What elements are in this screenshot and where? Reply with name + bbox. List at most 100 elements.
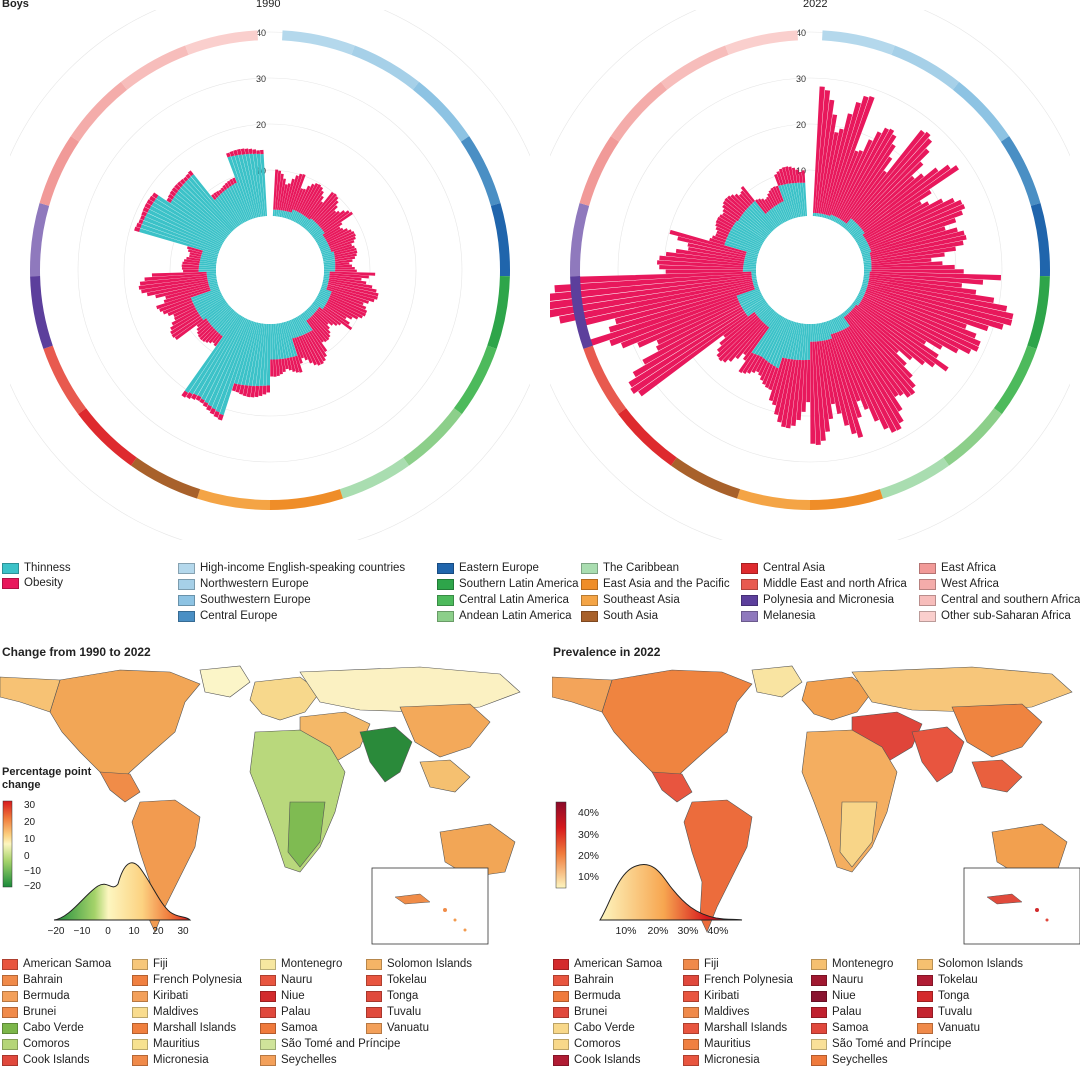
legend-item-region: Melanesia bbox=[741, 610, 815, 622]
bar-obesity bbox=[331, 291, 364, 306]
world-map-change bbox=[0, 662, 528, 958]
bar-obesity bbox=[329, 295, 368, 314]
bar-obesity bbox=[144, 202, 152, 210]
map-title-prevalence: Prevalence in 2022 bbox=[553, 645, 661, 659]
bar-thinness bbox=[316, 296, 327, 305]
bar-obesity bbox=[246, 385, 252, 398]
bar-obesity bbox=[300, 335, 318, 366]
bar-thinness bbox=[321, 286, 327, 290]
legend-item-region: The Caribbean bbox=[581, 562, 679, 574]
bar-thinness bbox=[305, 309, 312, 318]
country-legend-item: Cook Islands bbox=[2, 1054, 89, 1066]
bar-obesity bbox=[314, 311, 329, 325]
country-swatch bbox=[132, 1054, 148, 1066]
bar-thinness bbox=[213, 308, 234, 330]
bar-obesity bbox=[272, 359, 277, 377]
bar-obesity bbox=[848, 325, 899, 398]
country-swatch bbox=[260, 990, 276, 1002]
legend-item-region: East Africa bbox=[919, 562, 996, 574]
bar-thinness bbox=[147, 209, 222, 248]
bar-thinness bbox=[209, 284, 219, 289]
bar-thinness bbox=[796, 323, 804, 361]
bar-obesity bbox=[186, 246, 203, 253]
bar-thinness bbox=[189, 315, 242, 395]
country-legend-item: Micronesia bbox=[132, 1054, 209, 1066]
change-axis-tick: 10 bbox=[128, 926, 140, 937]
bar-obesity bbox=[608, 285, 755, 333]
bar-obesity bbox=[335, 262, 350, 266]
region-ring-segment bbox=[1030, 203, 1050, 277]
country-swatch bbox=[366, 958, 382, 970]
bar-thinness bbox=[817, 213, 820, 217]
bar-obesity bbox=[174, 184, 181, 191]
bar-thinness bbox=[227, 156, 253, 220]
bar-thinness bbox=[780, 184, 794, 219]
country-legend-item: Bermuda bbox=[553, 990, 621, 1002]
bar-obesity bbox=[171, 187, 179, 194]
legend-label: Central Latin America bbox=[459, 594, 569, 606]
bar-thinness bbox=[745, 253, 758, 259]
bar-obesity bbox=[859, 173, 924, 229]
bar-obesity bbox=[275, 170, 282, 210]
radial-tick-label: 20 bbox=[796, 120, 806, 130]
bar-thinness bbox=[863, 271, 870, 274]
bar-obesity bbox=[826, 95, 869, 216]
country-legend-item: Seychelles bbox=[811, 1054, 888, 1066]
bar-thinness bbox=[301, 313, 308, 321]
bar-thinness bbox=[224, 189, 245, 224]
bar-obesity bbox=[855, 148, 930, 224]
bar-obesity bbox=[310, 191, 335, 220]
bar-obesity bbox=[764, 198, 773, 210]
bar-thinness bbox=[275, 323, 282, 360]
country-label: Niue bbox=[281, 990, 305, 1002]
bar-thinness bbox=[844, 219, 854, 230]
country-swatch bbox=[811, 974, 827, 986]
bar-thinness bbox=[321, 250, 332, 255]
bar-thinness bbox=[793, 323, 802, 360]
bar-thinness bbox=[800, 182, 806, 217]
bar-thinness bbox=[198, 265, 217, 269]
country-swatch bbox=[260, 974, 276, 986]
bar-thinness bbox=[756, 305, 771, 317]
bar-obesity bbox=[250, 385, 256, 398]
bar-thinness bbox=[826, 320, 833, 335]
bar-thinness bbox=[284, 211, 288, 219]
legend-label: East Asia and the Pacific bbox=[603, 578, 730, 590]
bar-obesity bbox=[229, 150, 235, 157]
legend-item-region: Central and southern Africa bbox=[919, 594, 1080, 606]
country-label: Palau bbox=[281, 1006, 311, 1018]
legend-label: Middle East and north Africa bbox=[763, 578, 907, 590]
prevalence-color-scale: 40% 30% 20% 10% bbox=[555, 801, 599, 889]
bar-obesity bbox=[301, 184, 322, 215]
bar-thinness bbox=[298, 314, 311, 333]
bar-thinness bbox=[290, 210, 297, 221]
country-legend-item: Tuvalu bbox=[917, 1006, 972, 1018]
country-label: Marshall Islands bbox=[153, 1022, 237, 1034]
bar-obesity bbox=[317, 308, 338, 326]
bar-obesity bbox=[262, 385, 267, 395]
region-ring-segment bbox=[1027, 276, 1050, 349]
bar-obesity bbox=[854, 306, 925, 366]
legend-swatch bbox=[741, 578, 758, 590]
bar-obesity bbox=[284, 178, 295, 212]
region-ring-segment bbox=[943, 408, 1002, 466]
bar-thinness bbox=[210, 306, 232, 327]
bar-obesity bbox=[724, 197, 744, 215]
region-ring-segment bbox=[351, 45, 420, 90]
bar-obesity bbox=[687, 242, 746, 258]
country-legend-item: Mauritius bbox=[683, 1038, 751, 1050]
country-label: Fiji bbox=[704, 958, 719, 970]
bar-thinness bbox=[201, 252, 218, 259]
bar-obesity bbox=[791, 167, 798, 184]
legend-swatch bbox=[178, 562, 195, 574]
bar-thinness bbox=[322, 253, 335, 259]
bar-thinness bbox=[774, 205, 785, 224]
bar-obesity bbox=[170, 311, 199, 331]
country-label: Maldives bbox=[153, 1006, 199, 1018]
bar-obesity bbox=[723, 311, 756, 338]
legend-item-obesity: Obesity bbox=[2, 577, 63, 589]
bar-thinness bbox=[198, 298, 225, 316]
bar-obesity bbox=[738, 193, 751, 207]
bar-thinness bbox=[724, 242, 759, 255]
country-label: Samoa bbox=[832, 1022, 869, 1034]
